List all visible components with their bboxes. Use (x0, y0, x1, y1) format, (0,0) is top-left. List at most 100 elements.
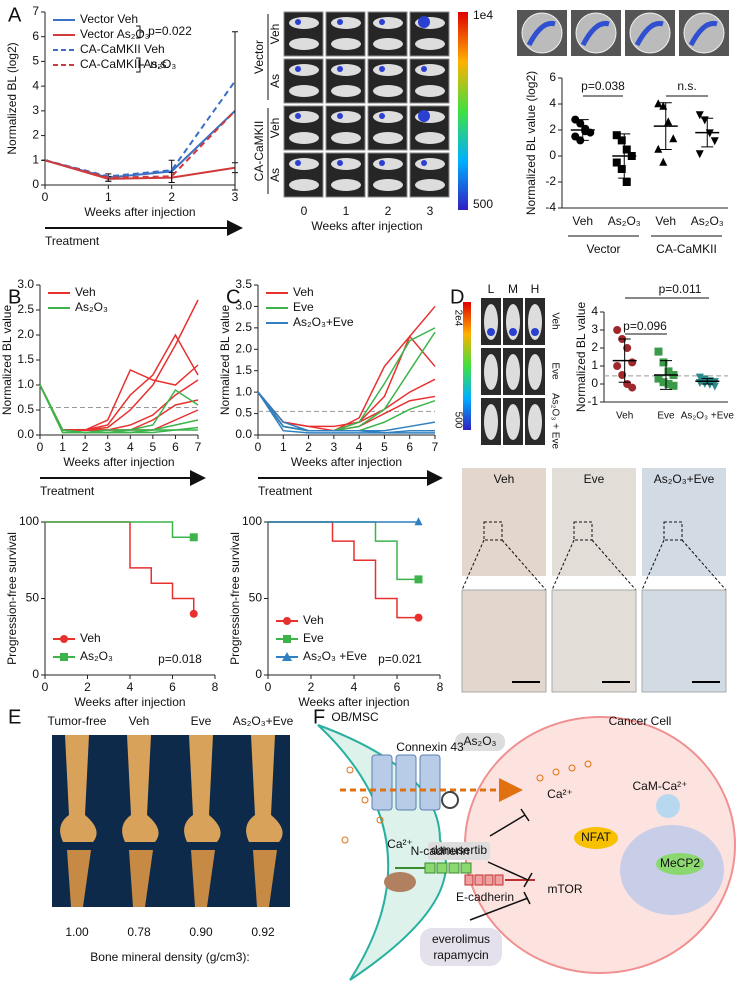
legend-label: Veh (75, 285, 96, 299)
diagram-label: OB/MSC (331, 710, 379, 724)
diagram-label: As₂O₃ (464, 734, 497, 748)
signal (379, 113, 385, 119)
mouse (506, 354, 520, 390)
series-line (257, 391, 435, 434)
column-label: Eve (191, 714, 212, 728)
mouse (484, 354, 498, 390)
legend-label: As₂O₃ +Eve (303, 649, 367, 663)
y-tick-label: 1 (591, 358, 598, 372)
marker (414, 517, 423, 526)
mouse (373, 85, 403, 97)
annotation: p=0.096 (623, 319, 667, 333)
mouse (506, 404, 520, 440)
diagram-label: N-cadherin (411, 844, 470, 858)
diagram-label: mTOR (547, 882, 582, 896)
column-label: 1 (343, 204, 350, 218)
column-label: As₂O₃+Eve (654, 472, 715, 486)
legend-marker (60, 653, 68, 661)
legend-label: As₂O₃+Eve (293, 315, 354, 329)
marker (664, 380, 673, 388)
mouse (373, 17, 403, 29)
marker (710, 382, 719, 391)
bone (60, 735, 97, 842)
bone (191, 850, 215, 907)
connexin-block (395, 754, 417, 811)
series-line (44, 110, 236, 179)
y-tick-label: 3 (32, 103, 39, 117)
dish (575, 12, 617, 54)
marker (654, 99, 663, 108)
marker (654, 144, 663, 153)
marker (617, 165, 626, 173)
mouse (634, 20, 664, 47)
panel-letter: A (8, 4, 22, 26)
x-tick-label: Veh (616, 411, 633, 422)
legend-marker (283, 617, 291, 625)
column-label: L (488, 282, 495, 296)
x-tick-label: 4 (351, 680, 358, 694)
series-line (39, 384, 199, 434)
diagram-label: Connexin 43 (396, 740, 464, 754)
annotation: p=0.011 (659, 282, 702, 296)
y-tick-label: 100 (19, 514, 39, 528)
annotation: p=0.021 (378, 652, 422, 666)
row-label: Veh (268, 24, 282, 45)
y-tick-label: 1.5 (17, 352, 34, 366)
marker (628, 358, 637, 367)
legend-label: Vector Veh (80, 12, 138, 26)
bmd-value: 0.78 (127, 925, 151, 939)
series-line (257, 391, 435, 434)
sd-bar (701, 117, 714, 148)
x-tick-label: As₂O₃ (691, 214, 724, 228)
n-cadherin (448, 862, 460, 874)
diagram-label: rapamycin (433, 948, 488, 962)
zoom-box (663, 521, 683, 541)
column-label: M (508, 282, 518, 296)
mouse (688, 20, 718, 47)
x-tick-label: 2 (84, 680, 91, 694)
marker (695, 150, 704, 159)
mouse (289, 85, 319, 97)
mouse (415, 64, 445, 76)
marker (612, 158, 621, 167)
mouse (373, 158, 403, 170)
series-line (39, 384, 199, 434)
x-tick-label: 1 (105, 190, 112, 204)
drug-box (428, 842, 490, 860)
marker (664, 367, 673, 376)
scale-label: 500 (473, 197, 493, 211)
y-tick-label: 0 (32, 667, 39, 681)
survival-curve (268, 521, 419, 581)
column-label: Tumor-free (48, 714, 107, 728)
mouse (580, 20, 610, 47)
caption: Bone mineral density (g/cm3): (90, 950, 249, 964)
row-group-label: Vector (252, 40, 266, 74)
calcium (361, 796, 369, 804)
signal (337, 66, 343, 72)
annotation: n.s. (150, 57, 169, 71)
mouse (331, 158, 361, 170)
signal (295, 19, 301, 25)
legend-marker (60, 635, 68, 643)
panel-letter: D (450, 286, 464, 308)
y-tick-label: 4 (549, 96, 556, 110)
bone (122, 735, 159, 842)
y-tick-label: 1.0 (17, 377, 34, 391)
y-tick-label: 4 (32, 78, 39, 92)
row-label: Eve (549, 362, 560, 380)
signal (337, 19, 343, 25)
signal (418, 16, 430, 28)
signal (337, 113, 343, 119)
sd-bar (576, 119, 589, 141)
bmd-value: 0.92 (251, 925, 275, 939)
x-tick-label: 2 (305, 440, 312, 454)
marker (613, 362, 622, 370)
mouse (289, 64, 319, 76)
mouse (415, 179, 445, 191)
histology-image (642, 468, 726, 576)
bone (184, 735, 221, 842)
marker (189, 533, 198, 542)
x-tick-label: 6 (394, 680, 401, 694)
connexin-block (419, 754, 441, 811)
histology-image (462, 468, 546, 576)
